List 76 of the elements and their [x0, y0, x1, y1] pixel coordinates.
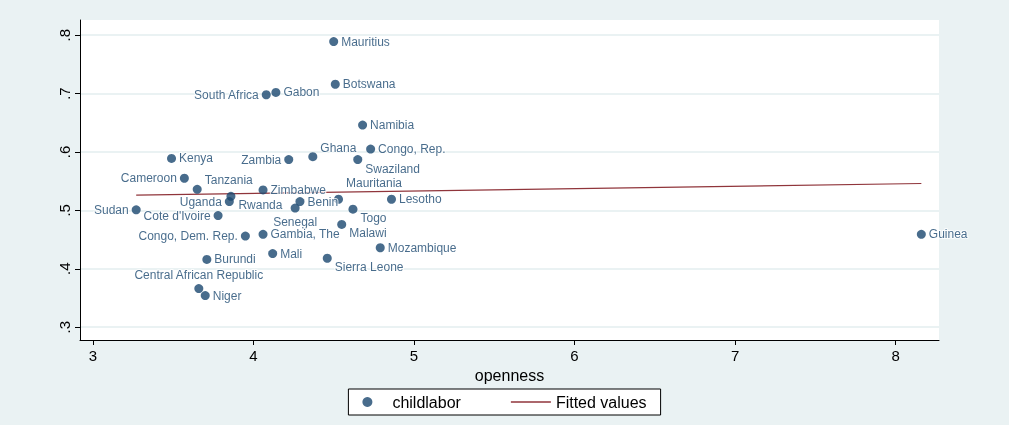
- x-tick-label: 6: [570, 347, 579, 364]
- point: [271, 87, 281, 97]
- point: [240, 231, 250, 241]
- data-label: Gambia, The: [270, 227, 341, 242]
- data-label: Swaziland: [365, 161, 420, 176]
- data-label: Togo: [360, 211, 387, 226]
- data-label: Uganda: [179, 194, 223, 209]
- point: [167, 153, 177, 163]
- data-label: Namibia: [370, 118, 415, 133]
- data-label: Zambia: [241, 152, 282, 167]
- point: [268, 249, 278, 259]
- point: [290, 203, 300, 213]
- legend-label: childlabor: [392, 393, 462, 411]
- x-tick-label: 3: [88, 347, 98, 364]
- point: [916, 229, 926, 239]
- point: [202, 254, 212, 264]
- x-tick-label: 4: [249, 347, 258, 364]
- data-label: Cameroon: [120, 171, 177, 186]
- data-label: Cote d'Ivoire: [143, 208, 211, 223]
- data-label: Mali: [280, 246, 303, 261]
- point: [192, 184, 202, 194]
- point: [295, 197, 305, 207]
- data-label: Tanzania: [204, 173, 254, 188]
- point: [284, 155, 294, 165]
- data-label: Mauritius: [341, 34, 390, 49]
- data-label: Congo, Dem. Rep.: [138, 229, 238, 244]
- point: [330, 79, 340, 89]
- y-tick-label: .8: [56, 28, 73, 42]
- point: [194, 284, 204, 294]
- data-label: Lesotho: [398, 192, 443, 207]
- data-label: Malawi: [349, 226, 387, 241]
- data-label: Burundi: [214, 252, 256, 267]
- legend-label: Fitted values: [555, 393, 647, 411]
- point: [322, 253, 332, 263]
- data-label: Mozambique: [387, 240, 457, 255]
- point: [131, 205, 141, 215]
- point: [179, 173, 189, 183]
- y-tick-label: .5: [56, 204, 73, 217]
- data-label: Benin: [307, 194, 339, 209]
- data-label: Mauritania: [346, 176, 403, 191]
- x-tick-label: 5: [409, 347, 419, 364]
- point: [366, 144, 376, 154]
- point: [200, 291, 210, 301]
- point: [348, 204, 358, 214]
- point: [387, 194, 396, 204]
- point: [224, 197, 234, 207]
- y-tick-label: .6: [56, 145, 73, 159]
- data-label: Sudan: [93, 202, 129, 217]
- point: [258, 229, 268, 239]
- data-label: Niger: [212, 288, 242, 303]
- y-tick-label: .4: [56, 262, 73, 276]
- point: [358, 120, 368, 130]
- y-tick-label: .7: [56, 87, 73, 100]
- data-label: Ghana: [320, 140, 357, 155]
- data-label: Kenya: [179, 151, 214, 166]
- data-label: Sierra Leone: [334, 260, 404, 275]
- data-label: Guinea: [928, 227, 968, 242]
- point: [308, 152, 318, 162]
- x-axis-title: openness: [474, 367, 545, 385]
- point: [213, 211, 223, 221]
- data-label: Rwanda: [238, 198, 283, 213]
- x-tick-label: 8: [891, 347, 900, 364]
- data-label: Central African Republic: [134, 268, 264, 283]
- data-label: South Africa: [194, 87, 260, 102]
- x-tick-label: 7: [730, 347, 740, 364]
- point: [329, 37, 339, 47]
- y-tick-label: .3: [56, 320, 73, 334]
- data-label: Senegal: [273, 214, 318, 229]
- point: [337, 219, 347, 229]
- data-label: Congo, Rep.: [378, 142, 446, 157]
- point: [261, 90, 271, 100]
- data-label: Gabon: [283, 85, 320, 100]
- point: [375, 243, 385, 253]
- data-label: Botswana: [342, 77, 396, 92]
- point: [353, 155, 363, 165]
- point: [258, 185, 268, 195]
